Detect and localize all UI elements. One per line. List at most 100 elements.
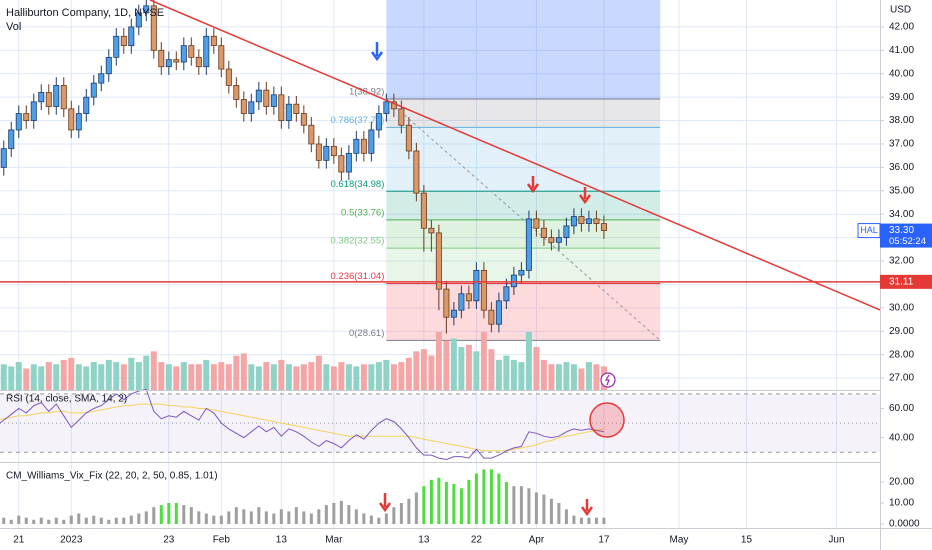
candle-body	[563, 225, 570, 239]
y-tick-label: 60.00	[889, 403, 914, 414]
last-price-tag	[880, 223, 932, 248]
vix-bar	[227, 511, 231, 525]
volume-bar	[75, 364, 82, 390]
volume-bar	[345, 364, 352, 390]
currency: USD	[890, 5, 911, 16]
candle-body	[458, 293, 465, 311]
volume-bar	[330, 366, 337, 390]
candle-body	[533, 218, 540, 229]
fib-zone	[386, 99, 661, 128]
volume-bar	[225, 364, 232, 390]
volume-bar	[105, 359, 112, 390]
volume-bar	[188, 364, 195, 390]
candle-body	[113, 35, 120, 58]
volume-bar	[488, 349, 495, 390]
volume-bar	[458, 347, 465, 390]
vix-bar	[69, 515, 73, 525]
volume-bar	[173, 366, 180, 390]
y-tick-label: 36.00	[889, 162, 914, 173]
candle-body	[83, 96, 90, 114]
volume-bar	[525, 332, 532, 390]
vix-bar	[339, 500, 343, 525]
candle-body	[548, 237, 555, 243]
vix-bar	[594, 517, 598, 525]
fib-label: 0.382(32.55)	[330, 236, 384, 247]
volume-bar	[548, 364, 555, 390]
candle-body	[323, 145, 330, 161]
volume-bar	[15, 362, 22, 390]
candle-body	[0, 148, 7, 168]
volume-bar	[585, 362, 592, 390]
vix-bar	[129, 515, 133, 525]
candle-body	[300, 113, 307, 126]
vix-bar	[152, 507, 156, 525]
y-tick-label: 38.00	[889, 115, 914, 126]
vix-bar	[77, 513, 81, 525]
volume-bar	[195, 364, 202, 390]
candle-body	[488, 309, 495, 325]
candle-body	[360, 138, 367, 154]
candle-body	[375, 113, 382, 131]
volume-bar	[210, 364, 217, 390]
vix-bar	[92, 515, 96, 525]
price-pane	[0, 0, 881, 334]
candle-body	[248, 101, 255, 114]
volume-bar	[98, 364, 105, 390]
vix-bar	[287, 511, 291, 525]
fib-zone	[386, 219, 661, 249]
volume-bar	[45, 362, 52, 390]
x-tick-label: Mar	[325, 535, 343, 546]
y-tick-label: 34.00	[889, 209, 914, 220]
candle-body	[353, 138, 360, 154]
vix-bar	[497, 473, 501, 525]
candle-body	[540, 227, 547, 239]
countdown-label: 05:52:24	[889, 236, 926, 247]
chart-title: Halliburton Company, 1D, NYSE	[6, 7, 164, 19]
annotation-arrow	[580, 499, 594, 517]
x-tick-label: 13	[276, 535, 288, 546]
vix-bar	[47, 519, 51, 525]
y-tick-label: 20.00	[889, 477, 914, 488]
volume-bar	[465, 344, 472, 390]
candle-body	[75, 113, 82, 131]
candle-body	[443, 288, 450, 318]
volume-bar	[180, 362, 187, 390]
price-tag	[880, 274, 932, 289]
y-tick-label: 39.00	[889, 92, 914, 103]
vix-bar	[204, 513, 208, 525]
candle-body	[173, 59, 180, 63]
volume-bar	[308, 362, 315, 390]
symbol-tag-label: HAL	[860, 225, 878, 235]
volume-bar	[405, 357, 412, 390]
vix-bar	[504, 481, 508, 525]
vix-bar	[249, 511, 253, 525]
vix-bar	[2, 517, 6, 525]
vix-bar	[62, 519, 66, 525]
vix-bar	[159, 505, 163, 525]
volume-bar	[218, 362, 225, 390]
vix-bar	[24, 517, 28, 525]
candle-body	[270, 94, 277, 107]
volume-bar	[390, 364, 397, 390]
vix-bar	[174, 502, 178, 525]
candle-body	[525, 218, 532, 271]
candle-body	[8, 129, 15, 150]
vix-bar	[347, 505, 351, 525]
vix-bar	[219, 515, 223, 525]
vix-bar	[189, 507, 193, 525]
vix-bar	[122, 517, 126, 525]
vix-bar	[324, 505, 328, 525]
volume-bar	[38, 366, 45, 390]
candle-body	[188, 45, 195, 58]
last-price-label: 33.30	[889, 225, 914, 236]
x-tick-label: Feb	[213, 535, 231, 546]
candle-body	[330, 145, 337, 157]
vix-bar	[234, 507, 238, 525]
candle-body	[203, 35, 210, 68]
vix-bar	[197, 511, 201, 525]
volume-bar	[578, 368, 585, 390]
candle-body	[585, 218, 592, 224]
x-tick-label: Jun	[828, 535, 844, 546]
candle-body	[420, 192, 427, 229]
